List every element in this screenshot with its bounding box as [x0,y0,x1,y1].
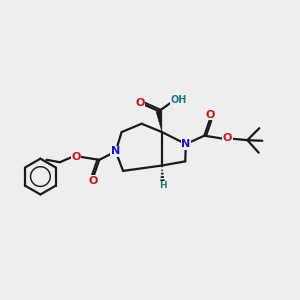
Text: O: O [206,110,215,120]
Polygon shape [156,111,162,132]
Text: OH: OH [171,95,187,105]
Text: O: O [71,152,81,162]
Text: N: N [111,146,120,157]
Text: O: O [135,98,145,108]
Text: O: O [88,176,98,186]
Text: N: N [181,139,190,149]
Text: O: O [223,134,232,143]
Text: H: H [159,181,167,190]
